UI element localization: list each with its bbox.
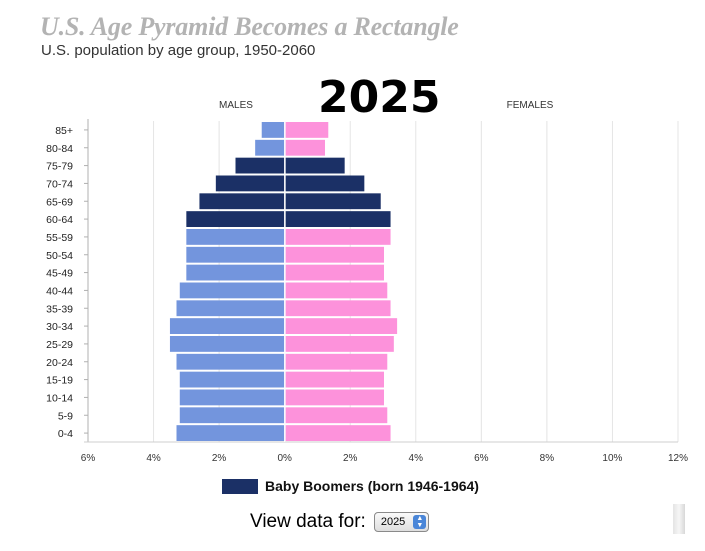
bar-male — [179, 282, 285, 299]
bar-female — [285, 389, 384, 406]
y-category-label: 40-44 — [46, 285, 73, 297]
legend-label-baby-boomers: Baby Boomers (born 1946-1964) — [265, 478, 479, 494]
chart-subtitle: U.S. population by age group, 1950-2060 — [41, 42, 316, 59]
x-tick-label: 6% — [474, 453, 489, 464]
bar-male — [186, 264, 285, 281]
bar-female — [285, 157, 345, 174]
bar-female — [285, 193, 381, 210]
y-category-label: 70-74 — [46, 178, 73, 190]
bar-female — [285, 371, 384, 388]
bar-male — [186, 246, 285, 263]
y-category-label: 55-59 — [46, 232, 73, 244]
y-category-label: 85+ — [55, 125, 73, 137]
bar-male — [176, 425, 285, 441]
x-tick-label: 4% — [409, 453, 424, 464]
x-tick-label: 2% — [212, 453, 227, 464]
y-category-label: 0-4 — [58, 428, 73, 440]
bar-male — [186, 229, 285, 245]
y-category-label: 65-69 — [46, 196, 73, 208]
bar-male — [186, 211, 285, 227]
legend-swatch-baby-boomers — [222, 478, 258, 494]
bar-female — [285, 211, 391, 227]
x-tick-label: 2% — [343, 453, 358, 464]
bars — [169, 122, 398, 441]
y-category-label: 15-19 — [46, 375, 73, 387]
chart-title: U.S. Age Pyramid Becomes a Rectangle — [40, 12, 459, 41]
bar-female — [285, 300, 391, 317]
females-header: FEMALES — [507, 100, 554, 111]
y-category-label: 30-34 — [46, 321, 73, 333]
y-category-label: 75-79 — [46, 161, 73, 173]
y-category-label: 35-39 — [46, 303, 73, 315]
y-category-label: 45-49 — [46, 268, 73, 280]
bar-female — [285, 175, 365, 192]
x-tick-label: 4% — [146, 453, 161, 464]
axes: 6% 4% 2% 0% 2% 4% 6% 8% 10% 12% 85+ 80-84 75-79 70-74… — [46, 119, 688, 464]
year-display: 2025 — [318, 72, 441, 123]
y-category-label: 5-9 — [58, 410, 73, 422]
y-category-label: 25-29 — [46, 339, 73, 351]
y-category-label: 80-84 — [46, 143, 73, 155]
y-category-label: 50-54 — [46, 250, 73, 262]
y-category-label: 60-64 — [46, 214, 73, 226]
scrollbar-handle[interactable] — [673, 504, 685, 534]
bar-male — [169, 318, 285, 334]
select-arrows-icon: ▲ ▼ — [413, 515, 427, 529]
view-data-control: View data for: 2025 ▲ ▼ — [250, 511, 430, 533]
x-tick-label: 0% — [277, 453, 292, 464]
y-category-label: 10-14 — [46, 392, 73, 404]
bar-female — [285, 139, 325, 156]
bar-female — [285, 425, 391, 441]
year-select[interactable]: 2025 ▲ ▼ — [373, 512, 430, 532]
bar-female — [285, 318, 398, 334]
view-data-label: View data for: — [250, 511, 366, 532]
x-tick-label: 6% — [81, 453, 96, 464]
bar-male — [215, 175, 285, 192]
y-category-label: 20-24 — [46, 357, 73, 369]
bar-female — [285, 336, 394, 352]
bar-female — [285, 246, 384, 263]
x-tick-label: 8% — [540, 453, 555, 464]
bar-male — [235, 157, 285, 174]
bar-male — [169, 336, 285, 352]
x-tick-label: 10% — [602, 453, 622, 464]
bar-male — [179, 407, 285, 424]
bar-male — [179, 371, 285, 388]
bar-male — [199, 193, 285, 210]
bar-female — [285, 407, 388, 424]
bar-female — [285, 282, 388, 299]
bar-male — [176, 300, 285, 317]
population-pyramid-chart: 6% 4% 2% 0% 2% 4% 6% 8% 10% 12% 85+ 80-84 75-79 70-74… — [46, 100, 688, 464]
bar-male — [176, 353, 285, 370]
bar-male — [179, 389, 285, 406]
bar-female — [285, 122, 329, 138]
males-header: MALES — [219, 100, 253, 111]
bar-female — [285, 229, 391, 245]
legend: Baby Boomers (born 1946-1964) — [222, 478, 479, 494]
year-select-value: 2025 — [380, 516, 406, 528]
bar-male — [261, 122, 285, 138]
bar-female — [285, 264, 384, 281]
x-tick-label: 12% — [668, 453, 688, 464]
bar-male — [255, 139, 285, 156]
bar-female — [285, 353, 388, 370]
